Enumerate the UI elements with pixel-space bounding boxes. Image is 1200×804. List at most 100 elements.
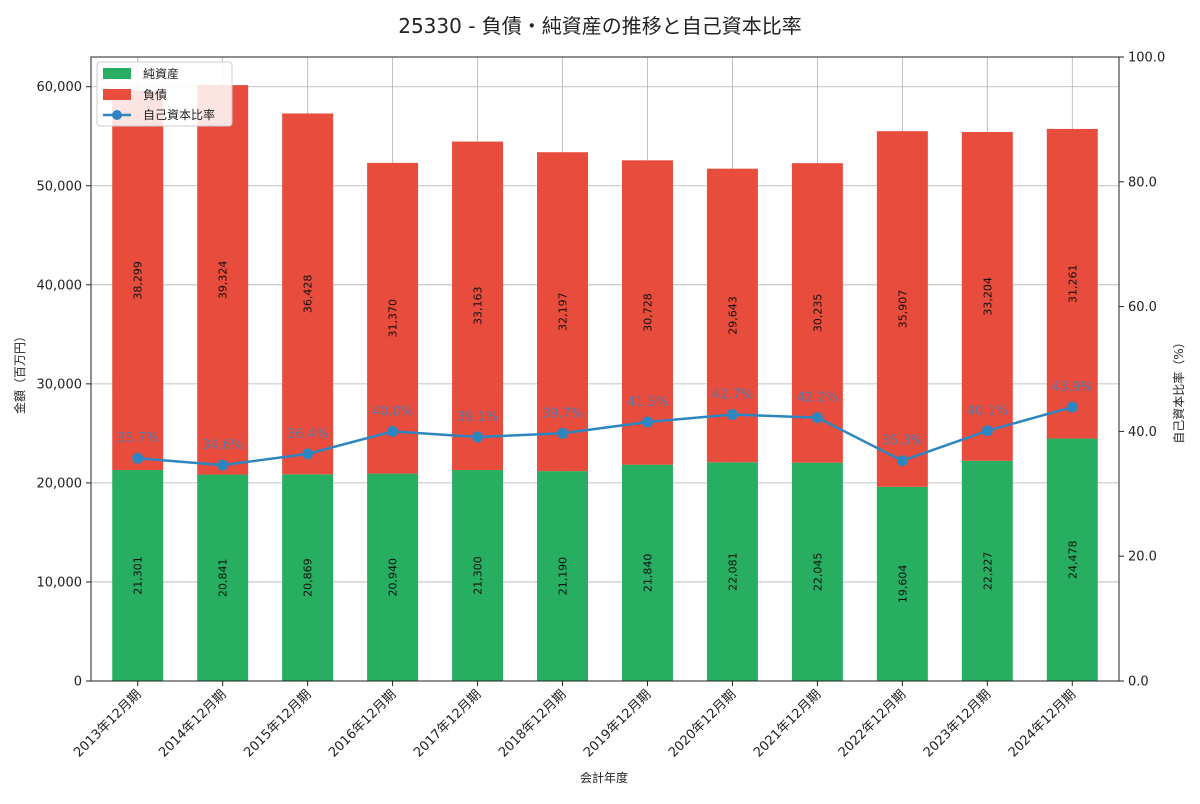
x-tick-label: 2024年12月期 bbox=[1006, 687, 1079, 760]
bar-liabilities bbox=[1046, 128, 1098, 439]
ratio-point-label: 41.5% bbox=[627, 395, 668, 410]
y-tick-label: 30,000 bbox=[37, 377, 83, 392]
bar-liabilities bbox=[961, 131, 1013, 461]
x-tick-label: 2023年12月期 bbox=[921, 687, 994, 760]
ratio-point bbox=[896, 455, 908, 467]
x-tick-label: 2014年12月期 bbox=[156, 687, 229, 760]
x-axis-label: 会計年度 bbox=[580, 770, 628, 785]
legend-swatch-liabilities bbox=[103, 89, 131, 100]
bar-equity-label: 21,190 bbox=[557, 557, 570, 596]
y2-tick-label: 100.0 bbox=[1128, 51, 1165, 66]
plot-frame bbox=[90, 56, 1120, 682]
bar-liabilities-label: 32,197 bbox=[557, 292, 570, 331]
bar-equity bbox=[112, 470, 164, 681]
bar-liabilities-label: 30,728 bbox=[641, 293, 654, 332]
x-tick-label: 2018年12月期 bbox=[496, 687, 569, 760]
bar-equity-label: 21,301 bbox=[132, 556, 145, 595]
legend: 純資産 負債 自己資本比率 bbox=[96, 61, 233, 127]
y2-tick-label: 0.0 bbox=[1128, 675, 1149, 690]
ratio-point bbox=[1066, 401, 1078, 413]
y-tick-label: 60,000 bbox=[37, 80, 83, 95]
ratio-point bbox=[811, 412, 823, 424]
bar-equity-label: 20,869 bbox=[302, 558, 315, 597]
ratio-point bbox=[472, 431, 484, 443]
bar-liabilities bbox=[282, 113, 334, 475]
y-tick-label: 0 bbox=[74, 675, 82, 690]
ratio-point bbox=[726, 409, 738, 421]
bar-liabilities bbox=[452, 141, 504, 471]
x-tick-label: 2017年12月期 bbox=[411, 687, 484, 760]
x-tick-label: 2020年12月期 bbox=[666, 687, 739, 760]
bar-liabilities-label: 33,163 bbox=[472, 287, 485, 326]
bar-equity bbox=[876, 486, 928, 681]
y-tick-label: 20,000 bbox=[37, 476, 83, 491]
legend-swatch-ratio-marker bbox=[112, 110, 122, 120]
bar-equity-label: 21,840 bbox=[641, 554, 654, 593]
legend-label-liabilities: 負債 bbox=[143, 87, 167, 102]
y2-tick-label: 20.0 bbox=[1128, 550, 1157, 565]
bar-equity-label: 24,478 bbox=[1066, 541, 1079, 580]
ratio-point-label: 35.7% bbox=[117, 431, 158, 446]
y-axis-label: 金額（百万円） bbox=[12, 330, 27, 414]
x-tick-label: 2021年12月期 bbox=[751, 687, 824, 760]
x-tick-label: 2013年12月期 bbox=[71, 687, 144, 760]
y2-tick-label: 40.0 bbox=[1128, 425, 1157, 440]
bar-liabilities-label: 31,370 bbox=[387, 299, 400, 338]
bar-equity-label: 20,841 bbox=[217, 559, 230, 598]
ratio-point-label: 42.7% bbox=[712, 388, 753, 403]
bar-liabilities-label: 35,907 bbox=[896, 290, 909, 329]
x-tick-label: 2016年12月期 bbox=[326, 687, 399, 760]
bar-equity bbox=[197, 474, 249, 681]
bar-liabilities bbox=[876, 131, 928, 487]
y-tick-label: 10,000 bbox=[37, 575, 83, 590]
bar-liabilities-label: 31,261 bbox=[1066, 264, 1079, 303]
bar-equity-label: 22,045 bbox=[811, 553, 824, 592]
bar-equity bbox=[621, 464, 673, 681]
bar-liabilities-label: 30,235 bbox=[811, 294, 824, 333]
bar-equity bbox=[282, 474, 334, 681]
bar-liabilities bbox=[112, 90, 164, 471]
ratio-polyline bbox=[137, 405, 1073, 467]
x-tick-label: 2015年12月期 bbox=[241, 687, 314, 760]
bar-liabilities-label: 39,324 bbox=[217, 261, 230, 300]
bar-equity bbox=[1046, 438, 1098, 681]
bar-equity bbox=[961, 460, 1013, 681]
ratio-point bbox=[641, 416, 653, 428]
ratio-point bbox=[132, 452, 144, 464]
x-tick-label: 2019年12月期 bbox=[581, 687, 654, 760]
bar-equity-label: 21,300 bbox=[472, 556, 485, 595]
x-tick-label: 2022年12月期 bbox=[836, 687, 909, 760]
chart-title: 25330 - 負債・純資産の推移と自己資本比率 bbox=[398, 14, 802, 38]
y2-axis-label: 自己資本比率（%） bbox=[1171, 336, 1186, 443]
ratio-point-label: 35.3% bbox=[882, 434, 923, 449]
bar-liabilities-label: 36,428 bbox=[302, 275, 315, 314]
bars: 21,301 38,299 20,841 39,324 20,869 36,428 20,9… bbox=[112, 85, 1098, 681]
legend-swatch-equity bbox=[103, 68, 131, 79]
ratio-point-label: 39.1% bbox=[457, 410, 498, 425]
ratio-point-label: 42.2% bbox=[797, 391, 838, 406]
ratio-point-label: 43.9% bbox=[1052, 380, 1093, 395]
ratio-point bbox=[302, 448, 314, 460]
y2-tick-label: 80.0 bbox=[1128, 175, 1157, 190]
ratio-point bbox=[981, 425, 993, 437]
bar-equity bbox=[452, 470, 504, 681]
ratio-point bbox=[387, 425, 399, 437]
y-tick-label: 40,000 bbox=[37, 278, 83, 293]
bar-equity bbox=[537, 471, 589, 681]
bar-liabilities bbox=[621, 160, 673, 465]
bar-liabilities bbox=[537, 152, 589, 472]
bar-equity-label: 19,604 bbox=[896, 565, 909, 604]
ratio-point-label: 40.1% bbox=[967, 404, 1008, 419]
bar-equity bbox=[791, 462, 843, 681]
ratio-point bbox=[217, 459, 229, 471]
ratio-point-label: 34.6% bbox=[202, 438, 243, 453]
y-tick-label: 50,000 bbox=[37, 179, 83, 194]
bar-liabilities bbox=[367, 162, 419, 474]
bar-liabilities bbox=[197, 85, 249, 475]
bar-liabilities-label: 29,643 bbox=[726, 296, 739, 335]
bar-equity bbox=[706, 462, 758, 681]
ratio-point bbox=[557, 427, 569, 439]
bar-liabilities-label: 38,299 bbox=[132, 261, 145, 300]
